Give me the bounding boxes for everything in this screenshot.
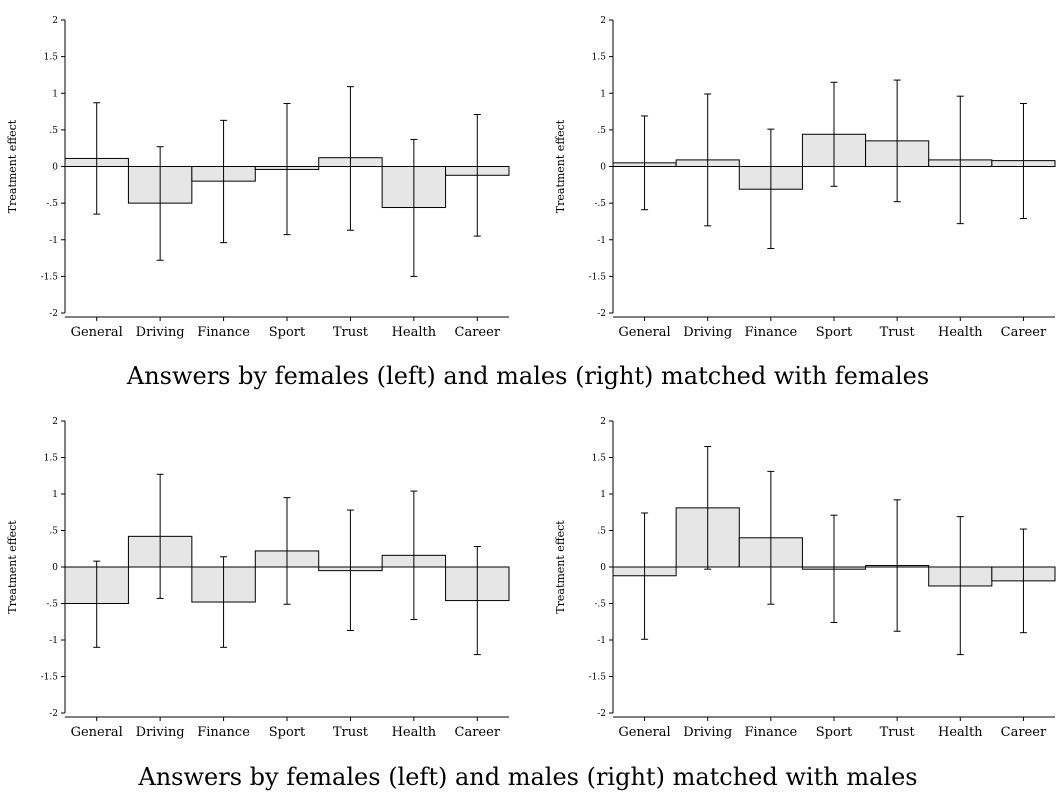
- y-tick-label: 1: [600, 490, 606, 500]
- y-tick-label: -1: [49, 636, 58, 646]
- x-tick-label-career: Career: [455, 325, 501, 340]
- y-tick-label: 1: [600, 89, 606, 99]
- y-tick-label: 1.5: [592, 454, 607, 464]
- y-tick-label: -1: [597, 636, 606, 646]
- y-tick-label: -1.5: [41, 673, 59, 683]
- y-tick-label: .5: [49, 126, 58, 136]
- y-tick-label: 1: [52, 490, 58, 500]
- x-tick-label-driving: Driving: [683, 325, 732, 340]
- y-tick-label: 1: [52, 89, 58, 99]
- y-tick-label: 2: [600, 417, 606, 427]
- x-tick-label-sport: Sport: [269, 325, 306, 340]
- x-tick-label-health: Health: [938, 725, 983, 740]
- y-tick-label: 2: [52, 16, 58, 26]
- y-axis-title: Treatment effect: [554, 119, 567, 213]
- x-tick-label-general: General: [618, 725, 670, 740]
- y-tick-label: 1.5: [44, 53, 59, 63]
- y-tick-label: -.5: [594, 199, 606, 209]
- x-tick-label-finance: Finance: [745, 325, 798, 340]
- y-tick-label: 2: [52, 417, 58, 427]
- x-tick-label-sport: Sport: [816, 725, 853, 740]
- x-tick-label-driving: Driving: [683, 725, 732, 740]
- x-tick-label-driving: Driving: [136, 325, 185, 340]
- y-tick-label: -1: [49, 236, 58, 246]
- x-tick-label-trust: Trust: [333, 725, 369, 740]
- caption-matched-with-females: Answers by females (left) and males (rig…: [126, 362, 930, 390]
- x-tick-label-trust: Trust: [333, 325, 369, 340]
- x-tick-label-career: Career: [1001, 325, 1047, 340]
- x-tick-label-health: Health: [392, 325, 437, 340]
- y-tick-label: -1.5: [589, 673, 607, 683]
- y-tick-label: 0: [600, 163, 606, 173]
- x-tick-label-trust: Trust: [880, 725, 916, 740]
- y-tick-label: -1.5: [589, 272, 607, 282]
- y-tick-label: -2: [49, 709, 58, 719]
- y-tick-label: -2: [597, 309, 606, 319]
- x-tick-label-health: Health: [392, 725, 437, 740]
- x-tick-label-general: General: [618, 325, 670, 340]
- x-tick-label-career: Career: [1001, 725, 1047, 740]
- y-axis-title: Treatment effect: [554, 520, 567, 614]
- y-tick-label: .5: [597, 126, 606, 136]
- y-tick-label: 0: [52, 563, 58, 573]
- y-axis-title: Treatment effect: [6, 119, 19, 213]
- x-tick-label-general: General: [71, 325, 123, 340]
- y-tick-label: .5: [49, 527, 58, 537]
- x-tick-label-driving: Driving: [136, 725, 185, 740]
- y-tick-label: -2: [49, 309, 58, 319]
- y-tick-label: 1.5: [592, 53, 607, 63]
- y-tick-label: .5: [597, 527, 606, 537]
- y-tick-label: 0: [600, 563, 606, 573]
- y-tick-label: -.5: [46, 600, 58, 610]
- y-tick-label: -.5: [594, 600, 606, 610]
- y-axis-title: Treatment effect: [6, 520, 19, 614]
- x-tick-label-finance: Finance: [197, 325, 250, 340]
- y-tick-label: -1.5: [41, 272, 59, 282]
- x-tick-label-health: Health: [938, 325, 983, 340]
- y-tick-label: 2: [600, 16, 606, 26]
- x-tick-label-sport: Sport: [816, 325, 853, 340]
- caption-matched-with-males: Answers by females (left) and males (rig…: [138, 763, 918, 791]
- y-tick-label: 0: [52, 163, 58, 173]
- x-tick-label-general: General: [71, 725, 123, 740]
- y-tick-label: -1: [597, 236, 606, 246]
- y-tick-label: -2: [597, 709, 606, 719]
- x-tick-label-sport: Sport: [269, 725, 306, 740]
- y-tick-label: -.5: [46, 199, 58, 209]
- x-tick-label-career: Career: [455, 725, 501, 740]
- x-tick-label-finance: Finance: [197, 725, 250, 740]
- x-tick-label-trust: Trust: [880, 325, 916, 340]
- x-tick-label-finance: Finance: [745, 725, 798, 740]
- y-tick-label: 1.5: [44, 454, 59, 464]
